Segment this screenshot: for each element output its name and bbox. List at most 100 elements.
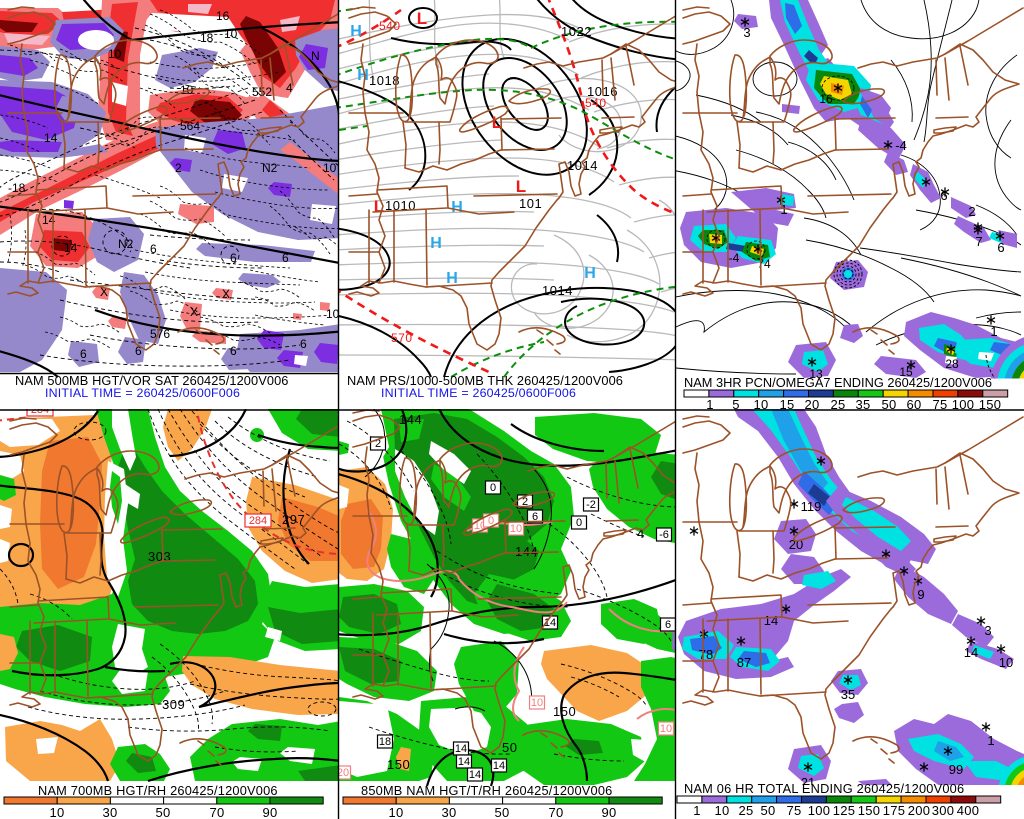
- svg-text:150: 150: [858, 803, 881, 818]
- svg-text:6: 6: [532, 511, 538, 523]
- svg-text:1: 1: [693, 803, 701, 818]
- svg-text:14: 14: [544, 617, 556, 629]
- svg-text:28: 28: [945, 357, 959, 371]
- svg-text:4: 4: [637, 526, 645, 541]
- svg-text:50: 50: [494, 805, 509, 819]
- svg-text:0: 0: [490, 482, 496, 494]
- svg-text:INITIAL TIME = 260425/0600F006: INITIAL TIME = 260425/0600F006: [45, 386, 240, 400]
- svg-text:78: 78: [699, 647, 713, 662]
- svg-text:150: 150: [387, 757, 410, 772]
- svg-text:14: 14: [493, 760, 505, 772]
- svg-text:10: 10: [999, 655, 1013, 670]
- svg-text:6: 6: [150, 242, 157, 256]
- svg-text:20: 20: [804, 397, 819, 412]
- svg-text:119: 119: [801, 499, 822, 514]
- svg-text:125: 125: [833, 803, 856, 818]
- svg-text:850MB NAM HGT/T/RH 260425/1200: 850MB NAM HGT/T/RH 260425/1200V006: [361, 783, 612, 798]
- svg-text:1014: 1014: [567, 158, 598, 173]
- svg-text:18: 18: [379, 736, 391, 748]
- svg-text:297: 297: [282, 512, 305, 527]
- svg-text:10: 10: [510, 523, 522, 535]
- svg-text:1022: 1022: [561, 24, 592, 39]
- svg-text:2: 2: [522, 496, 528, 508]
- svg-text:60: 60: [906, 397, 921, 412]
- svg-text:3: 3: [984, 623, 991, 638]
- svg-text:H: H: [430, 235, 442, 252]
- svg-text:50: 50: [155, 805, 170, 819]
- svg-text:20: 20: [337, 767, 349, 779]
- svg-text:10: 10: [49, 805, 64, 819]
- svg-text:90: 90: [262, 805, 277, 819]
- svg-text:284: 284: [249, 515, 267, 527]
- svg-text:-18: -18: [8, 181, 26, 195]
- svg-text:13: 13: [809, 367, 823, 381]
- svg-text:6: 6: [300, 337, 307, 351]
- svg-text:90: 90: [601, 805, 616, 819]
- svg-text:16: 16: [819, 92, 833, 106]
- svg-text:NAM 700MB HGT/RH 260425/1200V0: NAM 700MB HGT/RH 260425/1200V006: [38, 783, 278, 798]
- svg-text:284: 284: [31, 404, 49, 416]
- svg-text:10: 10: [660, 723, 672, 735]
- svg-text:50: 50: [760, 803, 775, 818]
- svg-text:6: 6: [282, 251, 289, 265]
- svg-text:4: 4: [286, 81, 293, 95]
- svg-text:144: 144: [399, 412, 422, 427]
- svg-text:H: H: [350, 23, 362, 40]
- svg-text:6: 6: [230, 251, 237, 265]
- svg-text:NAM 06 HR TOTAL ENDING 260425/: NAM 06 HR TOTAL ENDING 260425/1200V006: [684, 781, 964, 796]
- svg-text:L: L: [516, 177, 526, 196]
- svg-text:50: 50: [502, 740, 517, 755]
- svg-text:10: 10: [753, 397, 768, 412]
- svg-text:70: 70: [209, 805, 224, 819]
- svg-text:10: 10: [323, 161, 337, 175]
- svg-text:X: X: [222, 287, 230, 301]
- svg-text:6: 6: [997, 240, 1004, 255]
- svg-text:576: 576: [150, 327, 170, 341]
- svg-text:14: 14: [964, 645, 978, 660]
- svg-text:0: 0: [488, 515, 494, 527]
- svg-text:1018: 1018: [369, 73, 400, 88]
- svg-text:2: 2: [175, 161, 182, 175]
- svg-text:564: 564: [180, 119, 200, 133]
- svg-text:15: 15: [899, 365, 913, 379]
- svg-text:-4: -4: [729, 251, 740, 265]
- svg-text:-2: -2: [586, 499, 596, 511]
- svg-text:300: 300: [932, 803, 955, 818]
- svg-text:1: 1: [987, 733, 994, 748]
- svg-text:75: 75: [786, 803, 801, 818]
- svg-text:H: H: [584, 265, 596, 282]
- svg-text:6: 6: [940, 188, 947, 203]
- svg-text:70: 70: [548, 805, 563, 819]
- svg-text:25: 25: [738, 803, 753, 818]
- svg-text:L: L: [374, 197, 384, 216]
- svg-text:INITIAL TIME = 260425/0600F006: INITIAL TIME = 260425/0600F006: [381, 386, 576, 400]
- svg-text:0: 0: [576, 517, 582, 529]
- svg-text:-6: -6: [659, 529, 669, 541]
- svg-text:L: L: [417, 9, 427, 28]
- svg-text:X: X: [190, 305, 198, 319]
- svg-text:6: 6: [80, 347, 87, 361]
- svg-text:25: 25: [830, 397, 845, 412]
- svg-text:74: 74: [757, 257, 771, 271]
- svg-text:14: 14: [455, 743, 467, 755]
- svg-text:14: 14: [458, 756, 470, 768]
- svg-text:200: 200: [908, 803, 931, 818]
- svg-text:16: 16: [216, 9, 230, 23]
- svg-text:7: 7: [975, 234, 982, 249]
- svg-text:H: H: [451, 199, 463, 216]
- svg-text:540: 540: [585, 96, 607, 110]
- svg-text:75: 75: [932, 397, 947, 412]
- svg-text:100: 100: [808, 803, 831, 818]
- svg-text:10: 10: [714, 803, 729, 818]
- svg-text:14: 14: [764, 613, 778, 628]
- svg-text:35: 35: [841, 687, 855, 702]
- svg-text:1010: 1010: [385, 198, 416, 213]
- svg-text:400: 400: [957, 803, 980, 818]
- svg-text:10: 10: [180, 83, 194, 97]
- svg-text:2: 2: [968, 204, 975, 219]
- svg-text:14: 14: [64, 241, 78, 255]
- svg-text:2: 2: [375, 438, 381, 450]
- svg-text:100: 100: [952, 397, 975, 412]
- svg-text:10: 10: [388, 805, 403, 819]
- svg-text:50: 50: [881, 397, 896, 412]
